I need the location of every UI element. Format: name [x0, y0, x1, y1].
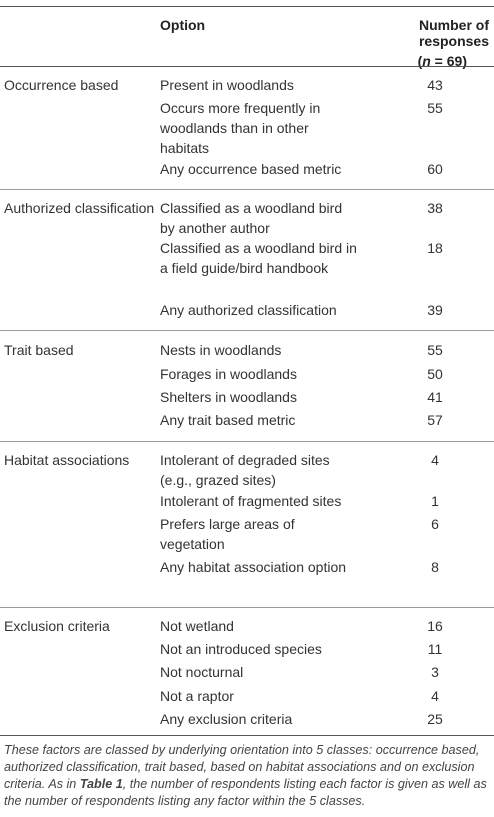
group-divider — [0, 607, 494, 608]
option-cell: Any authorized classification — [160, 302, 337, 318]
option-cell: Intolerant of fragmented sites — [160, 493, 342, 509]
count-cell: 55 — [427, 342, 443, 358]
count-cell: 55 — [427, 100, 443, 116]
top-rule — [0, 6, 494, 7]
option-cell: Not an introduced species — [160, 641, 322, 657]
group-divider — [0, 189, 494, 190]
count-cell: 50 — [427, 366, 443, 382]
option-cell: Occurs more frequently in woodlands than… — [160, 100, 321, 156]
category-authorized-classification: Authorized classification — [4, 200, 155, 216]
option-cell: Any trait based metric — [160, 412, 296, 428]
count-cell: 11 — [427, 641, 443, 657]
count-cell: 41 — [427, 389, 443, 405]
option-cell: Prefers large areas of vegetation — [160, 516, 295, 552]
bottom-rule — [0, 735, 494, 736]
count-cell: 60 — [427, 161, 443, 177]
header-rule — [0, 66, 494, 67]
category-exclusion-criteria: Exclusion criteria — [4, 618, 110, 634]
category-habitat-associations: Habitat associations — [4, 452, 130, 468]
option-cell: Nests in woodlands — [160, 342, 282, 358]
option-cell: Classified as a woodland bird in a field… — [160, 240, 357, 276]
table-ref-link[interactable]: Table 1 — [79, 777, 123, 791]
header-responses: Number of responses (n = 69) — [349, 17, 489, 69]
header-responses-line1: Number of responses — [418, 17, 489, 49]
count-cell: 4 — [431, 688, 439, 704]
header-option: Option — [160, 17, 206, 33]
category-occurrence-based: Occurrence based — [4, 77, 119, 93]
count-cell: 4 — [431, 452, 439, 468]
count-cell: 6 — [431, 516, 439, 532]
count-cell: 38 — [427, 200, 443, 216]
count-cell: 57 — [427, 412, 443, 428]
header-n-symbol: n — [422, 53, 431, 69]
count-cell: 8 — [431, 559, 439, 575]
count-cell: 3 — [431, 664, 439, 680]
option-cell: Not a raptor — [160, 688, 234, 704]
header-responses-line2: (n = 69) — [417, 53, 467, 69]
option-cell: Classified as a woodland bird by another… — [160, 200, 343, 236]
table-caption: These factors are classed by underlying … — [4, 743, 487, 808]
count-cell: 1 — [431, 493, 439, 509]
count-cell: 18 — [427, 240, 443, 256]
group-divider — [0, 330, 494, 331]
option-cell: Intolerant of degraded sites (e.g., graz… — [160, 452, 330, 488]
count-cell: 16 — [427, 618, 443, 634]
group-divider — [0, 441, 494, 442]
option-cell: Not wetland — [160, 618, 234, 634]
option-cell: Any exclusion criteria — [160, 711, 293, 727]
count-cell: 39 — [427, 302, 443, 318]
option-cell: Any habitat association option — [160, 559, 347, 575]
category-trait-based: Trait based — [4, 342, 74, 358]
count-cell: 43 — [427, 77, 443, 93]
option-cell: Not nocturnal — [160, 664, 244, 680]
option-cell: Forages in woodlands — [160, 366, 297, 382]
option-cell: Shelters in woodlands — [160, 389, 297, 405]
option-cell: Present in woodlands — [160, 77, 294, 93]
count-cell: 25 — [427, 711, 443, 727]
option-cell: Any occurrence based metric — [160, 161, 342, 177]
